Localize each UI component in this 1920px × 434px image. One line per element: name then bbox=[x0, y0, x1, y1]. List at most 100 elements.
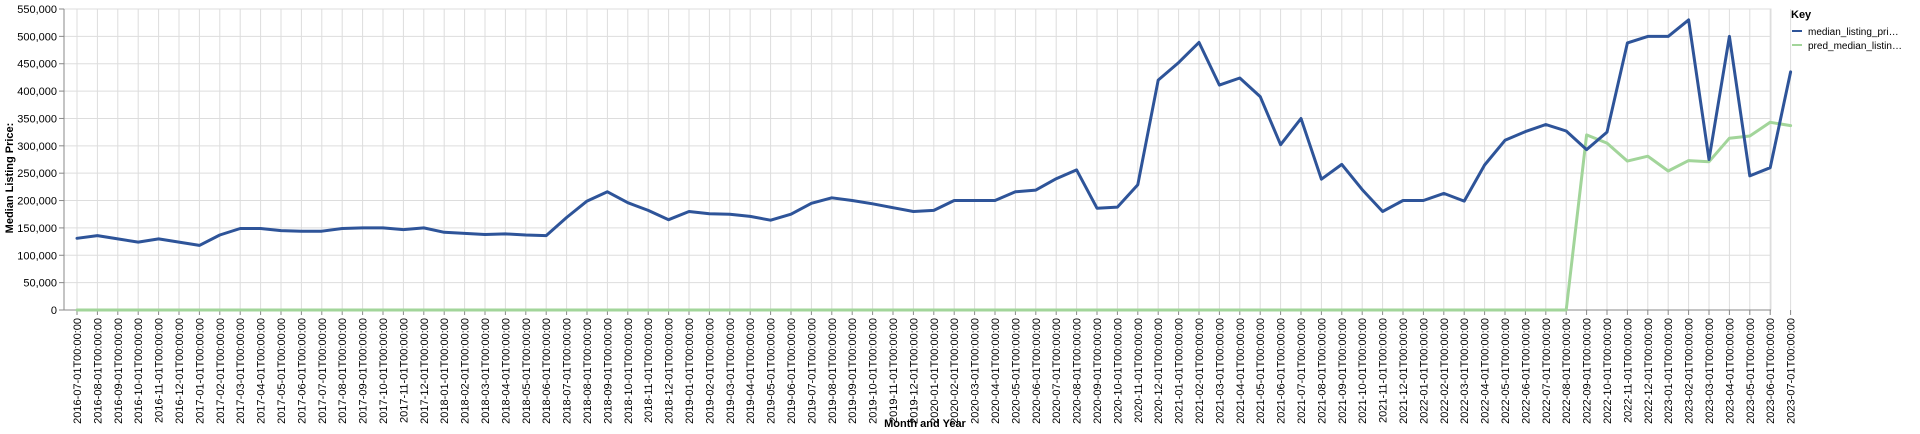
x-tick-label: 2016-12-01T00:00:00 bbox=[174, 318, 186, 424]
x-tick-label: 2019-09-01T00:00:00 bbox=[847, 318, 859, 424]
plot-frame bbox=[63, 8, 1772, 311]
y-tick-label: 550,000 bbox=[17, 4, 57, 16]
x-tick-label: 2019-12-01T00:00:00 bbox=[908, 318, 920, 424]
x-tick-label: 2016-10-01T00:00:00 bbox=[133, 318, 145, 424]
x-tick-label: 2016-07-01T00:00:00 bbox=[72, 318, 84, 424]
x-tick-label: 2020-03-01T00:00:00 bbox=[970, 318, 982, 424]
x-tick-label: 2018-07-01T00:00:00 bbox=[562, 318, 574, 424]
x-tick-label: 2020-11-01T00:00:00 bbox=[1133, 318, 1145, 423]
x-tick-label: 2017-11-01T00:00:00 bbox=[398, 318, 410, 423]
legend-label-pred: pred_median_listin… bbox=[1808, 41, 1902, 52]
x-tick-label: 2020-02-01T00:00:00 bbox=[949, 318, 961, 424]
x-tick-label: 2021-05-01T00:00:00 bbox=[1255, 318, 1267, 424]
x-tick-label: 2021-10-01T00:00:00 bbox=[1357, 318, 1369, 424]
x-tick-label: 2018-11-01T00:00:00 bbox=[643, 318, 655, 423]
x-tick-label: 2017-08-01T00:00:00 bbox=[337, 318, 349, 424]
x-axis: 2016-07-01T00:00:00 2016-08-01T00:00:00 20… bbox=[72, 310, 1798, 424]
x-tick-label: 2019-11-01T00:00:00 bbox=[888, 318, 900, 423]
x-tick-label: 2017-06-01T00:00:00 bbox=[296, 318, 308, 424]
legend-label-median: median_listing_pri… bbox=[1808, 27, 1899, 38]
x-tick-label: 2021-04-01T00:00:00 bbox=[1235, 318, 1247, 424]
x-tick-label: 2019-01-01T00:00:00 bbox=[684, 318, 696, 424]
x-tick-label: 2019-08-01T00:00:00 bbox=[827, 318, 839, 424]
legend-title: Key bbox=[1791, 9, 1812, 21]
x-tick-label: 2022-05-01T00:00:00 bbox=[1500, 318, 1512, 424]
y-tick-label: 500,000 bbox=[17, 31, 57, 43]
x-tick-label: 2018-03-01T00:00:00 bbox=[480, 318, 492, 424]
x-tick-label: 2016-11-01T00:00:00 bbox=[154, 318, 166, 423]
y-tick-label: 0 bbox=[51, 305, 57, 317]
grid-lines bbox=[64, 8, 1792, 311]
x-tick-label: 2020-04-01T00:00:00 bbox=[990, 318, 1002, 424]
y-tick-label: 350,000 bbox=[17, 113, 57, 125]
x-tick-label: 2022-04-01T00:00:00 bbox=[1480, 318, 1492, 424]
x-tick-label: 2022-12-01T00:00:00 bbox=[1643, 318, 1655, 424]
x-tick-label: 2017-03-01T00:00:00 bbox=[235, 318, 247, 424]
x-tick-label: 2022-01-01T00:00:00 bbox=[1418, 318, 1430, 424]
x-tick-label: 2022-06-01T00:00:00 bbox=[1520, 318, 1532, 424]
y-tick-label: 200,000 bbox=[17, 196, 57, 208]
x-tick-label: 2022-09-01T00:00:00 bbox=[1582, 318, 1594, 424]
x-tick-label: 2018-12-01T00:00:00 bbox=[664, 318, 676, 424]
x-tick-label: 2018-10-01T00:00:00 bbox=[623, 318, 635, 424]
x-tick-label: 2017-12-01T00:00:00 bbox=[419, 318, 431, 424]
x-tick-label: 2023-07-01T00:00:00 bbox=[1786, 318, 1798, 424]
x-tick-label: 2023-05-01T00:00:00 bbox=[1745, 318, 1757, 424]
y-tick-label: 100,000 bbox=[17, 250, 57, 262]
x-tick-label: 2020-08-01T00:00:00 bbox=[1072, 318, 1084, 424]
y-tick-label: 400,000 bbox=[17, 86, 57, 98]
x-tick-label: 2018-09-01T00:00:00 bbox=[602, 318, 614, 424]
series-line-median-listing-price bbox=[75, 18, 1793, 247]
x-tick-label: 2017-10-01T00:00:00 bbox=[378, 318, 390, 424]
x-tick-label: 2019-06-01T00:00:00 bbox=[786, 318, 798, 424]
x-tick-label: 2021-09-01T00:00:00 bbox=[1337, 318, 1349, 424]
x-tick-label: 2019-07-01T00:00:00 bbox=[806, 318, 818, 424]
y-tick-label: 50,000 bbox=[23, 278, 57, 290]
x-tick-label: 2021-02-01T00:00:00 bbox=[1194, 318, 1206, 424]
x-tick-label: 2021-01-01T00:00:00 bbox=[1174, 318, 1186, 424]
x-tick-label: 2018-02-01T00:00:00 bbox=[460, 318, 472, 424]
x-tick-label: 2016-08-01T00:00:00 bbox=[92, 318, 104, 424]
x-tick-label: 2021-08-01T00:00:00 bbox=[1316, 318, 1328, 424]
y-axis: 0 50,000 100,000 150,000 200,000 250,000 300,0… bbox=[17, 4, 64, 317]
x-tick-label: 2021-12-01T00:00:00 bbox=[1398, 318, 1410, 424]
x-tick-label: 2018-04-01T00:00:00 bbox=[500, 318, 512, 424]
x-tick-label: 2020-12-01T00:00:00 bbox=[1153, 318, 1165, 424]
x-tick-label: 2023-01-01T00:00:00 bbox=[1663, 318, 1675, 424]
x-tick-label: 2017-02-01T00:00:00 bbox=[215, 318, 227, 424]
y-tick-label: 150,000 bbox=[17, 223, 57, 235]
series-line-pred-median-listing-price bbox=[75, 120, 1793, 312]
x-tick-label: 2020-07-01T00:00:00 bbox=[1051, 318, 1063, 424]
x-tick-label: 2021-03-01T00:00:00 bbox=[1214, 318, 1226, 424]
y-tick-label: 450,000 bbox=[17, 59, 57, 71]
x-tick-label: 2020-05-01T00:00:00 bbox=[1010, 318, 1022, 424]
x-tick-label: 2022-07-01T00:00:00 bbox=[1541, 318, 1553, 424]
x-tick-label: 2017-09-01T00:00:00 bbox=[358, 318, 370, 424]
x-tick-label: 2021-11-01T00:00:00 bbox=[1378, 318, 1390, 423]
legend: Key median_listing_pri… pred_median_list… bbox=[1791, 9, 1902, 52]
x-tick-label: 2020-01-01T00:00:00 bbox=[929, 318, 941, 424]
x-tick-label: 2023-06-01T00:00:00 bbox=[1765, 318, 1777, 424]
x-tick-label: 2020-09-01T00:00:00 bbox=[1092, 318, 1104, 424]
x-tick-label: 2019-03-01T00:00:00 bbox=[725, 318, 737, 424]
x-tick-label: 2016-09-01T00:00:00 bbox=[113, 318, 125, 424]
x-tick-label: 2017-07-01T00:00:00 bbox=[317, 318, 329, 424]
y-tick-label: 250,000 bbox=[17, 168, 57, 180]
x-tick-label: 2019-02-01T00:00:00 bbox=[704, 318, 716, 424]
x-tick-label: 2023-04-01T00:00:00 bbox=[1724, 318, 1736, 424]
x-tick-label: 2018-06-01T00:00:00 bbox=[541, 318, 553, 424]
x-tick-label: 2022-03-01T00:00:00 bbox=[1459, 318, 1471, 424]
series-layer bbox=[75, 18, 1793, 312]
y-axis-title: Median Listing Price: bbox=[4, 123, 16, 234]
x-tick-label: 2018-01-01T00:00:00 bbox=[439, 318, 451, 424]
x-tick-label: 2019-10-01T00:00:00 bbox=[868, 318, 880, 424]
plot-border bbox=[63, 8, 1772, 311]
x-tick-label: 2022-08-01T00:00:00 bbox=[1561, 318, 1573, 424]
x-tick-label: 2018-05-01T00:00:00 bbox=[521, 318, 533, 424]
x-tick-label: 2019-05-01T00:00:00 bbox=[766, 318, 778, 424]
y-tick-label: 300,000 bbox=[17, 141, 57, 153]
x-tick-label: 2022-02-01T00:00:00 bbox=[1439, 318, 1451, 424]
x-tick-label: 2020-06-01T00:00:00 bbox=[1031, 318, 1043, 424]
x-tick-label: 2020-10-01T00:00:00 bbox=[1112, 318, 1124, 424]
x-tick-label: 2021-07-01T00:00:00 bbox=[1296, 318, 1308, 424]
